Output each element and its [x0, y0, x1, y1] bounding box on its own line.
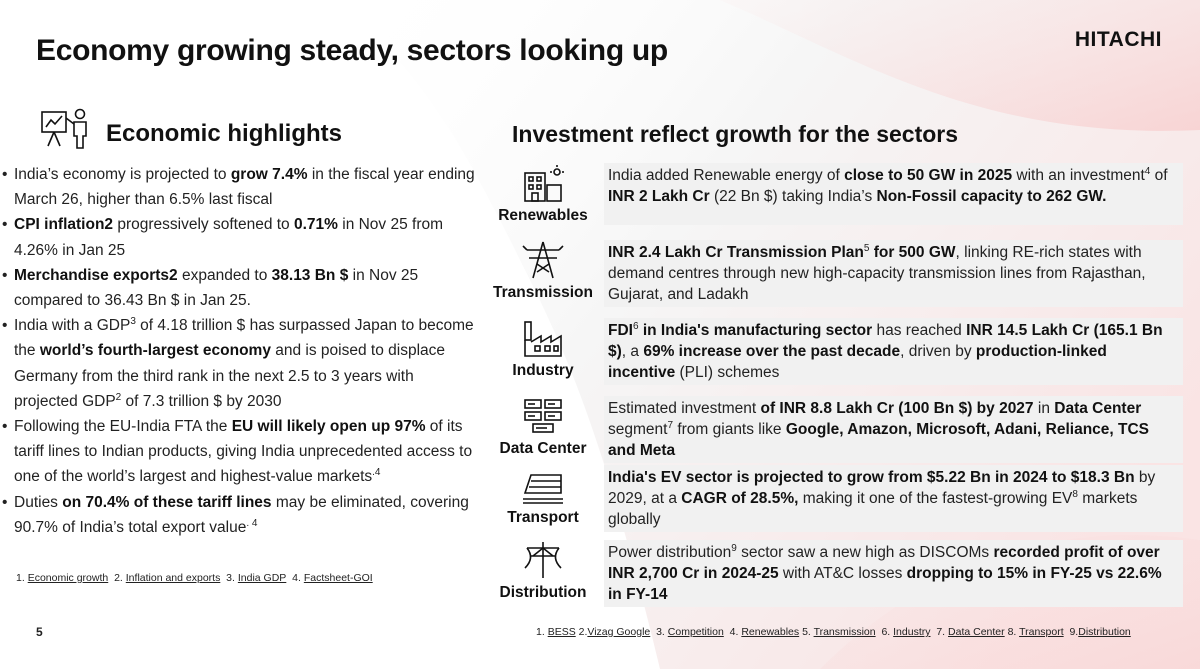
- footnote-link[interactable]: Factsheet-GOI: [303, 572, 373, 584]
- footnote-link[interactable]: Inflation and exports: [125, 572, 221, 584]
- sectors-heading: Investment reflect growth for the sector…: [512, 121, 959, 147]
- server-rack-icon: [524, 399, 562, 433]
- sector-industry: Industry FDI6 in India's manufacturing s…: [488, 318, 1183, 385]
- sector-description: India added Renewable energy of close to…: [604, 163, 1183, 225]
- sector-description: Power distribution9 sector saw a new hig…: [604, 540, 1183, 607]
- sector-label: Industry: [512, 362, 574, 379]
- footnote-link[interactable]: Vizag Google: [587, 626, 651, 638]
- footnote-link[interactable]: BESS: [547, 626, 576, 638]
- footnote-link[interactable]: Distribution: [1078, 626, 1131, 638]
- footnote-link[interactable]: Data Center: [948, 626, 1005, 638]
- list-item: India’s economy is projected to grow 7.4…: [0, 162, 475, 212]
- right-footnotes: 1. BESS 2.Vizag Google 3. Competition 4.…: [536, 626, 1131, 638]
- sector-label: Transport: [507, 509, 579, 526]
- footnote-link[interactable]: Competition: [667, 626, 724, 638]
- sector-distribution: Distribution Power distribution9 sector …: [488, 540, 1183, 607]
- list-item: Following the EU-India FTA the EU will l…: [0, 414, 475, 490]
- sector-description: India's EV sector is projected to grow f…: [604, 465, 1183, 532]
- sector-label: Transmission: [493, 284, 593, 301]
- sector-data-center: Data Center Estimated investment of INR …: [488, 396, 1183, 463]
- footnote-link[interactable]: Industry: [893, 626, 931, 638]
- sector-description: Estimated investment of INR 8.8 Lakh Cr …: [604, 396, 1183, 463]
- sector-renewables: Renewables India added Renewable energy …: [488, 163, 1183, 225]
- list-item: India with a GDP3 of 4.18 trillion $ has…: [0, 313, 475, 414]
- presentation-chart-icon: [41, 108, 87, 149]
- list-item: Duties on 70.4% of these tariff lines ma…: [0, 490, 475, 540]
- list-item: CPI inflation2 progressively softened to…: [0, 212, 475, 262]
- sector-label: Renewables: [498, 207, 588, 224]
- page-number: 5: [36, 625, 43, 639]
- solar-building-icon: [524, 165, 564, 202]
- economic-highlights-list: India’s economy is projected to grow 7.4…: [0, 162, 475, 540]
- footnote-link[interactable]: India GDP: [237, 572, 287, 584]
- footnote-link[interactable]: Transport: [1019, 626, 1064, 638]
- economic-highlights-header: Economic highlights: [40, 106, 342, 150]
- sector-description: INR 2.4 Lakh Cr Transmission Plan5 for 5…: [604, 240, 1183, 307]
- sector-transport: Transport India's EV sector is projected…: [488, 465, 1183, 532]
- slide-title: Economy growing steady, sectors looking …: [36, 34, 668, 67]
- sector-label: Distribution: [499, 584, 587, 601]
- footnote-link[interactable]: Economic growth: [27, 572, 109, 584]
- list-item: Merchandise exports2 expanded to 38.13 B…: [0, 263, 475, 313]
- sector-label: Data Center: [499, 440, 587, 457]
- power-pole-icon: [524, 542, 562, 578]
- footnote-link[interactable]: Transmission: [813, 626, 876, 638]
- left-footnotes: 1. Economic growth 2. Inflation and expo…: [16, 572, 373, 584]
- footnote-link[interactable]: Renewables: [741, 626, 800, 638]
- sector-transmission: Transmission INR 2.4 Lakh Cr Transmissio…: [488, 240, 1183, 307]
- hitachi-logo: HITACHI: [1074, 28, 1162, 51]
- train-icon: [523, 474, 563, 504]
- economic-highlights-heading: Economic highlights: [106, 120, 343, 147]
- transmission-tower-icon: [522, 241, 564, 279]
- sector-description: FDI6 in India's manufacturing sector has…: [604, 318, 1183, 385]
- factory-icon: [524, 321, 562, 357]
